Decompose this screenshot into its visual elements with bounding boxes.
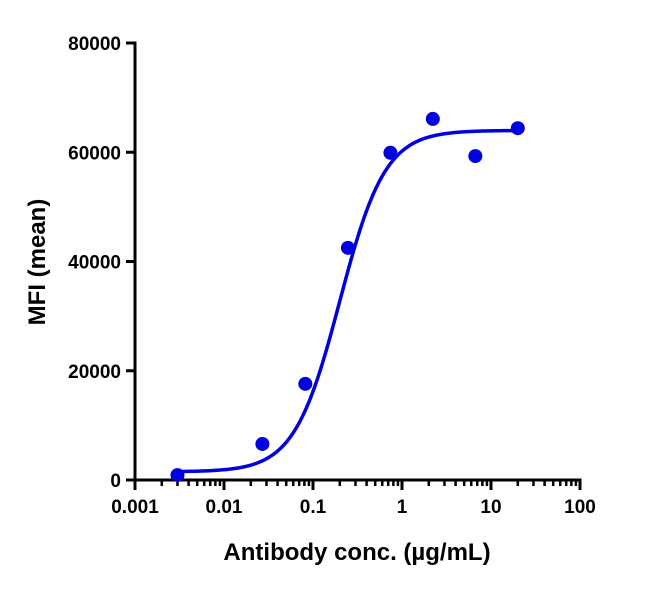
data-point xyxy=(468,149,483,164)
data-points xyxy=(170,111,525,483)
y-tick-label: 80000 xyxy=(68,34,121,55)
x-tick-label: 10 xyxy=(480,497,501,518)
data-point xyxy=(425,111,440,126)
x-tick-label: 0.1 xyxy=(300,497,327,518)
y-tick-label: 40000 xyxy=(68,253,121,274)
data-point xyxy=(298,376,313,391)
data-point xyxy=(255,436,270,451)
data-point xyxy=(170,468,185,483)
y-tick-label: 20000 xyxy=(68,362,121,383)
x-axis-title: Antibody conc. (µg/mL) xyxy=(223,539,490,566)
fit-curve xyxy=(177,128,518,474)
data-point xyxy=(340,240,355,255)
x-axis-ticks: 0.001 0.01 0.1 1 10 100 xyxy=(111,480,596,518)
y-tick-label: 0 xyxy=(110,471,121,492)
x-tick-label: 100 xyxy=(564,497,596,518)
data-point xyxy=(510,121,525,136)
x-tick-label: 0.01 xyxy=(206,497,243,518)
x-tick-label: 0.001 xyxy=(111,497,159,518)
y-axis-ticks: 0 20000 40000 60000 80000 xyxy=(68,34,135,492)
y-axis-title: MFI (mean) xyxy=(24,199,51,326)
x-tick-label: 1 xyxy=(397,497,408,518)
y-tick-label: 60000 xyxy=(68,143,121,164)
data-point xyxy=(383,145,398,160)
